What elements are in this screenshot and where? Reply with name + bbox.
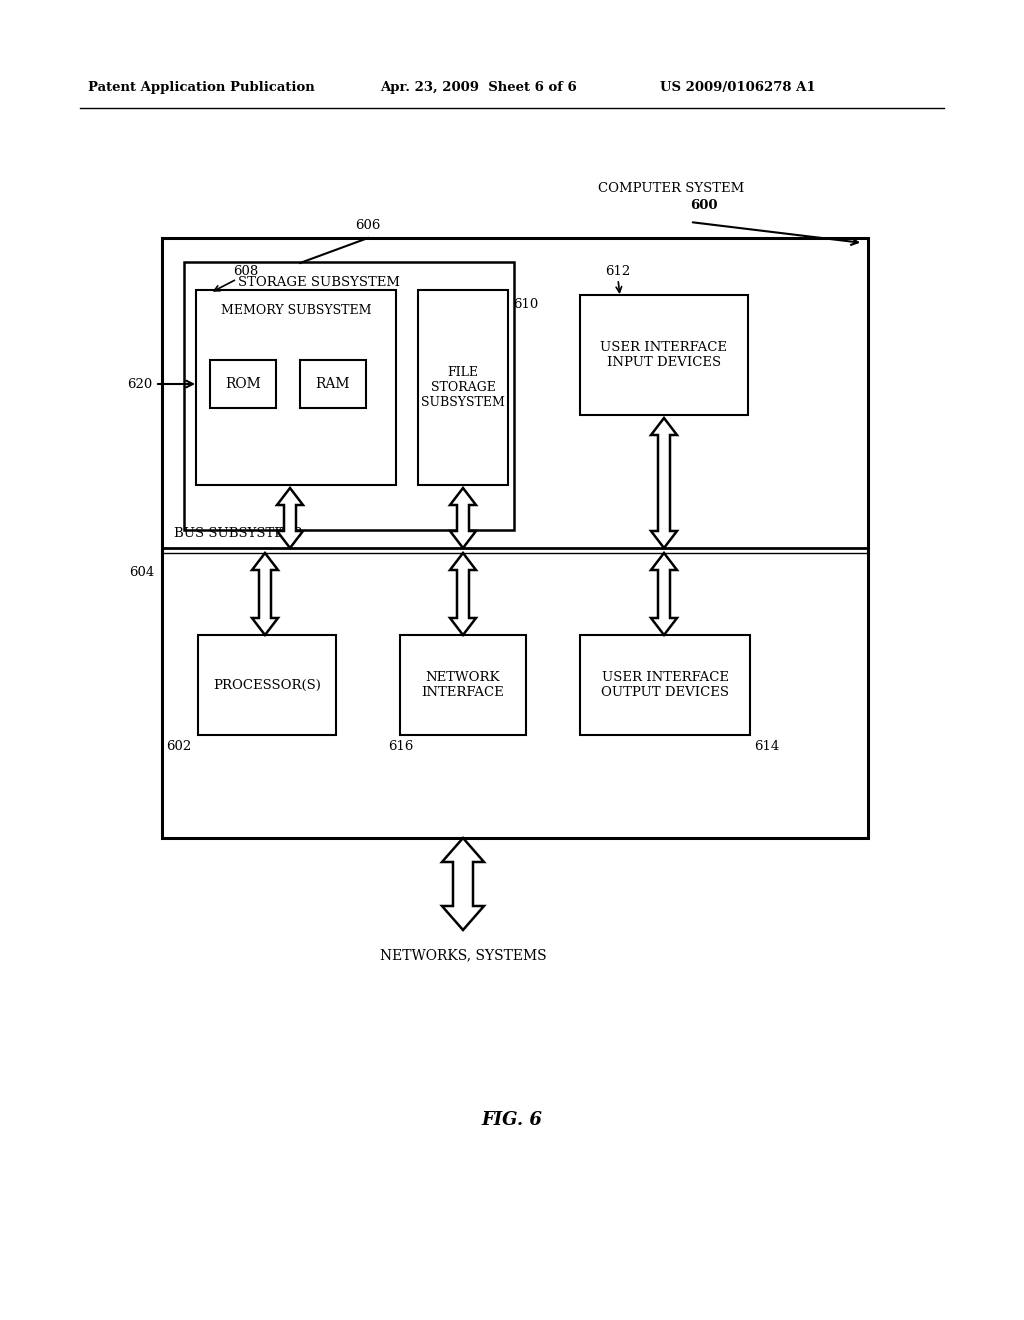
Polygon shape — [450, 553, 476, 635]
Text: FILE
STORAGE
SUBSYSTEM: FILE STORAGE SUBSYSTEM — [421, 366, 505, 409]
Bar — [580, 294, 748, 414]
Polygon shape — [442, 838, 484, 931]
Text: USER INTERFACE
INPUT DEVICES: USER INTERFACE INPUT DEVICES — [600, 341, 727, 370]
Bar — [210, 360, 276, 408]
Bar — [400, 635, 526, 735]
Text: USER INTERFACE
OUTPUT DEVICES: USER INTERFACE OUTPUT DEVICES — [601, 671, 729, 700]
Text: FIG. 6: FIG. 6 — [481, 1111, 543, 1129]
Text: Apr. 23, 2009  Sheet 6 of 6: Apr. 23, 2009 Sheet 6 of 6 — [380, 82, 577, 95]
Text: 612: 612 — [605, 265, 630, 279]
Text: NETWORKS, SYSTEMS: NETWORKS, SYSTEMS — [380, 948, 547, 962]
Bar — [300, 360, 366, 408]
Text: US 2009/0106278 A1: US 2009/0106278 A1 — [660, 82, 816, 95]
Text: MEMORY SUBSYSTEM: MEMORY SUBSYSTEM — [221, 304, 372, 317]
Text: 620: 620 — [127, 378, 152, 391]
Text: 618: 618 — [278, 527, 303, 540]
Text: BUS SUBSYSTEM: BUS SUBSYSTEM — [174, 527, 298, 540]
Text: 610: 610 — [513, 297, 539, 310]
Polygon shape — [450, 488, 476, 548]
Text: COMPUTER SYSTEM: COMPUTER SYSTEM — [598, 182, 744, 195]
Text: PROCESSOR(S): PROCESSOR(S) — [213, 678, 321, 692]
Text: 616: 616 — [388, 741, 414, 752]
Text: Patent Application Publication: Patent Application Publication — [88, 82, 314, 95]
Text: RAM: RAM — [315, 378, 350, 391]
Text: 614: 614 — [754, 741, 779, 752]
Bar — [184, 261, 514, 531]
Text: ROM: ROM — [225, 378, 261, 391]
Polygon shape — [651, 553, 677, 635]
Bar — [418, 290, 508, 484]
Bar — [198, 635, 336, 735]
Polygon shape — [651, 418, 677, 548]
Text: 602: 602 — [166, 741, 191, 752]
Text: 608: 608 — [233, 265, 258, 279]
Text: 604: 604 — [129, 566, 154, 579]
Text: 606: 606 — [355, 219, 381, 232]
Polygon shape — [252, 553, 278, 635]
Bar — [580, 635, 750, 735]
Polygon shape — [278, 488, 303, 548]
Text: NETWORK
INTERFACE: NETWORK INTERFACE — [422, 671, 505, 700]
Bar — [162, 238, 868, 838]
Text: STORAGE SUBSYSTEM: STORAGE SUBSYSTEM — [238, 276, 400, 289]
Bar — [196, 290, 396, 484]
Text: 600: 600 — [690, 199, 718, 213]
